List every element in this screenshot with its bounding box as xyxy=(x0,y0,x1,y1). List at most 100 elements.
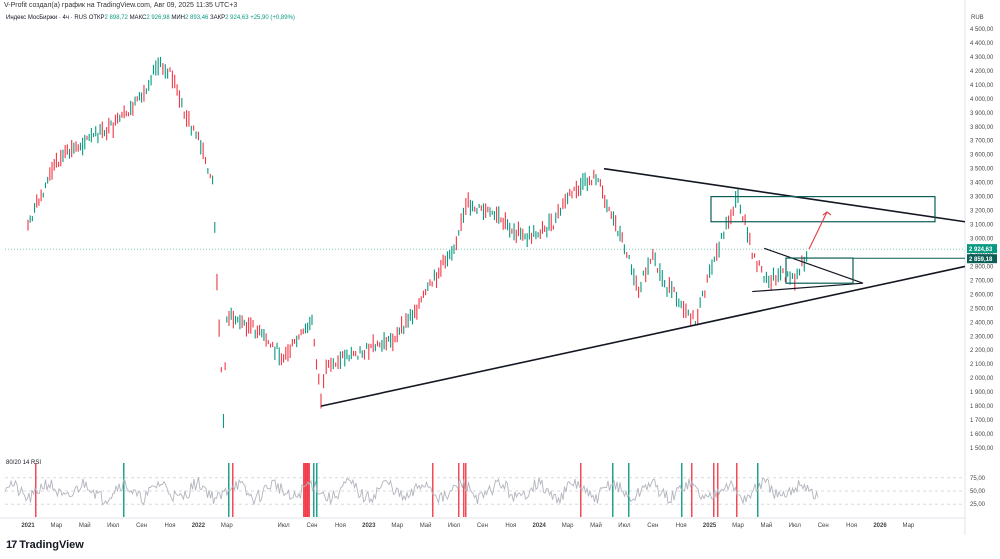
x-tick-label: Май xyxy=(761,522,773,529)
close-label: ЗАКР xyxy=(210,15,226,21)
x-tick-label: Май xyxy=(79,522,91,529)
y-tick-label: 4 400,00 xyxy=(970,41,994,47)
rsi-signal-bar xyxy=(612,463,614,517)
x-tick-label: Май xyxy=(420,522,432,529)
chart-caption: V-Profit создал(а) график на TradingView… xyxy=(4,2,238,9)
low-label: МИН xyxy=(171,15,186,21)
rsi-signal-bar xyxy=(628,463,630,517)
rsi-level-label: 25,00 xyxy=(970,502,986,508)
x-tick-label: Июл xyxy=(278,523,291,529)
y-tick-label: 3 200,00 xyxy=(970,209,994,215)
y-tick-label: 1 500,00 xyxy=(970,446,994,452)
rsi-signal-bar xyxy=(691,463,693,517)
price-series xyxy=(27,56,808,429)
rsi-signal-bar xyxy=(232,463,234,517)
x-tick-label: Ноя xyxy=(676,523,687,529)
rsi-signal-bar xyxy=(123,463,125,517)
x-tick-label: Мар xyxy=(51,523,63,529)
rsi-signal-bar xyxy=(458,463,460,517)
y-tick-label: 4 200,00 xyxy=(970,69,994,75)
symbol-legend: Индекс МосБиржи · 4ч · RUS ОТКР2 898,72 … xyxy=(6,15,295,21)
rsi-line xyxy=(4,477,819,506)
rsi-signal-bar xyxy=(580,463,582,517)
high-value: 2 926,98 xyxy=(146,15,170,21)
high-label: МАКС xyxy=(129,15,147,21)
y-tick-label: 3 800,00 xyxy=(970,125,994,131)
y-tick-label: 2 300,00 xyxy=(970,334,994,340)
rsi-indicator-label[interactable]: 80/20 14 RSI xyxy=(6,460,42,466)
y-tick-label: 3 400,00 xyxy=(970,181,994,187)
rsi-level-label: 50,00 xyxy=(970,489,986,495)
instrument-name[interactable]: Индекс МосБиржи · 4ч · RUS xyxy=(6,15,88,21)
rsi-signal-bar xyxy=(463,463,465,517)
y-tick-label: 2 800,00 xyxy=(970,264,994,270)
open-label: ОТКР xyxy=(88,15,105,21)
y-tick-label: 1 600,00 xyxy=(970,432,994,438)
x-tick-label: Мар xyxy=(391,523,403,529)
rsi-signal-bar xyxy=(305,463,308,517)
x-tick-label: Май xyxy=(590,522,602,529)
y-tick-label: 4 300,00 xyxy=(970,55,994,61)
x-tick-label: Ноя xyxy=(505,523,516,529)
y-tick-label: 3 500,00 xyxy=(970,167,994,173)
tradingview-logo-icon: 17 xyxy=(6,539,17,551)
last-price-badge xyxy=(967,244,997,254)
y-tick-label: 2 600,00 xyxy=(970,292,994,298)
rsi-signal-bar xyxy=(736,463,738,517)
rsi-level-label: 75,00 xyxy=(970,476,986,482)
rsi-signal-bar xyxy=(307,463,310,517)
x-tick-label: 2024 xyxy=(533,523,547,529)
rsi-signal-bar xyxy=(713,463,715,517)
x-tick-label: Июл xyxy=(618,523,631,529)
x-tick-label: Ноя xyxy=(846,523,857,529)
y-axis: 1 500,00 1 600,00 1 700,00 1 800,00 1 900,00… xyxy=(970,27,994,452)
resistance-trendline xyxy=(603,167,966,223)
x-tick-label: Мар xyxy=(732,523,744,529)
y-tick-label: 2 400,00 xyxy=(970,320,994,326)
y-tick-label: 2 900,00 xyxy=(970,250,994,256)
rsi-signal-bar xyxy=(432,463,434,517)
y-tick-label: 2 000,00 xyxy=(970,376,994,382)
x-tick-label: Мар xyxy=(221,523,233,529)
currency-label[interactable]: RUB xyxy=(971,15,984,21)
brand-name: TradingView xyxy=(19,539,84,551)
y-tick-label: 2 100,00 xyxy=(970,362,994,368)
x-tick-label: Мар xyxy=(562,523,574,529)
triangle-lower-line xyxy=(752,282,864,293)
y-tick-label: 3 700,00 xyxy=(970,139,994,145)
x-tick-label: Ноя xyxy=(335,523,346,529)
triangle-upper-line xyxy=(764,247,864,284)
x-tick-label: Сен xyxy=(136,523,147,529)
x-tick-label: Июл xyxy=(448,523,461,529)
x-tick-label: Июл xyxy=(789,523,802,529)
rsi-signal-bar xyxy=(313,463,315,517)
forecast-arrow xyxy=(808,211,828,250)
y-tick-label: 2 500,00 xyxy=(970,306,994,312)
y-tick-label: 1 800,00 xyxy=(970,404,994,410)
x-tick-label: 2022 xyxy=(192,523,206,529)
support-trendline xyxy=(320,265,966,407)
resistance-zone-box xyxy=(710,195,936,223)
x-tick-label: Сен xyxy=(477,523,488,529)
x-tick-label: 2021 xyxy=(21,523,35,529)
y-tick-label: 3 100,00 xyxy=(970,223,994,229)
y-tick-label: 2 700,00 xyxy=(970,278,994,284)
y-tick-label: 4 500,00 xyxy=(970,27,994,33)
close-value: 2 924,63 xyxy=(225,15,249,21)
y-tick-label: 3 600,00 xyxy=(970,153,994,159)
change-value: +25,90 (+0,89%) xyxy=(250,15,295,21)
level-price-badge xyxy=(967,254,997,264)
consolidation-box xyxy=(785,257,854,284)
y-tick-label: 4 000,00 xyxy=(970,97,994,103)
forecast-arrowhead xyxy=(822,211,832,216)
x-tick-label: Сен xyxy=(818,523,829,529)
x-tick-label: 2025 xyxy=(703,523,717,529)
tradingview-logo: 17 TradingView xyxy=(6,539,84,551)
last-price-badge-text: 2 924,63 xyxy=(969,247,993,253)
y-tick-label: 1 900,00 xyxy=(970,390,994,396)
x-tick-label: Сен xyxy=(307,523,318,529)
y-tick-label: 3 300,00 xyxy=(970,195,994,201)
y-tick-label: 1 700,00 xyxy=(970,418,994,424)
x-tick-label: Мар xyxy=(903,523,915,529)
